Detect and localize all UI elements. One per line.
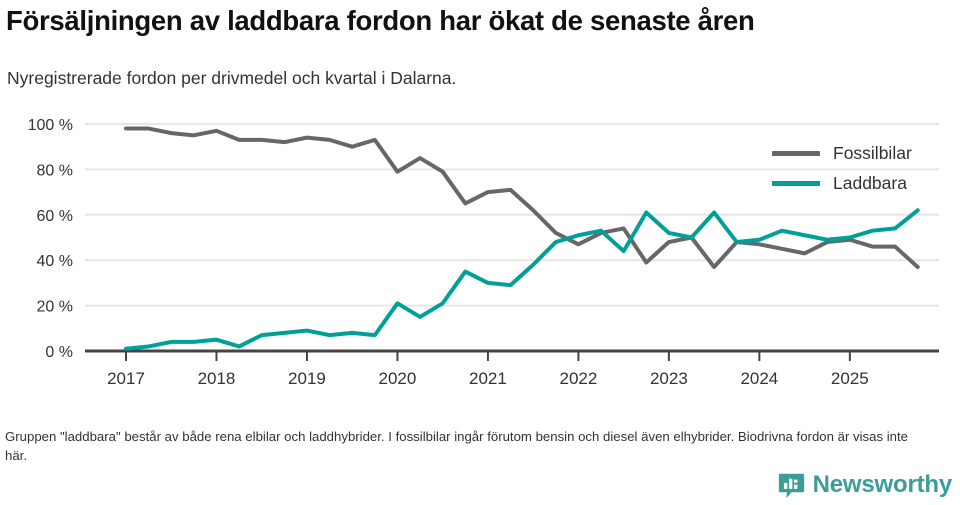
- y-axis-tick-label: 20 %: [37, 299, 73, 316]
- series-line-fossilbilar: [124, 126, 920, 270]
- page-title: Försäljningen av laddbara fordon har öka…: [6, 5, 755, 36]
- chart-legend: Fossilbilar Laddbara: [772, 138, 952, 198]
- newsworthy-logo[interactable]: Newsworthy: [778, 470, 952, 500]
- page-subtitle: Nyregistrerade fordon per drivmedel och …: [7, 68, 457, 88]
- chart-canvas: 0 % 20 % 40 % 60 % 80 % 100 % 2017 2018 2019 202…: [28, 117, 939, 388]
- legend-swatch-fossilbilar: [772, 150, 820, 156]
- legend-swatch-laddbara: [772, 180, 820, 186]
- y-axis-tick-label: 100 %: [28, 117, 73, 134]
- legend-label-fossilbilar: Fossilbilar: [833, 142, 912, 163]
- x-axis-tick-label: 2017: [107, 369, 145, 388]
- legend-label-laddbara: Laddbara: [833, 172, 907, 193]
- x-axis-tick-label: 2024: [740, 369, 778, 388]
- x-axis-tick-label: 2025: [831, 369, 869, 388]
- x-axis-tick-label: 2018: [198, 369, 236, 388]
- series-line-laddbara: [124, 208, 920, 351]
- x-axis-tick-label: 2021: [469, 369, 507, 388]
- series-group: [124, 126, 920, 351]
- y-axis-tick-label: 40 %: [37, 253, 73, 270]
- line-chart: 0 % 20 % 40 % 60 % 80 % 100 % 2017 2018 2019 202…: [0, 108, 960, 400]
- x-axis-tick-label: 2019: [288, 369, 326, 388]
- bar-chart-speech-bubble-icon: [778, 473, 804, 498]
- x-axis-tick-marks: [125, 351, 851, 361]
- y-axis-tick-label: 80 %: [37, 162, 73, 179]
- y-axis-tick-label: 60 %: [37, 208, 73, 225]
- gridline-group: [85, 123, 939, 307]
- logo-wordmark: Newsworthy: [812, 471, 953, 498]
- x-axis-tick-label: 2022: [559, 369, 597, 388]
- x-axis-tick-labels: 2017 2018 2019 2020 2021 2022 2023 2024 2025: [107, 369, 869, 388]
- x-axis-tick-label: 2023: [650, 369, 688, 388]
- chart-footnote: Gruppen "laddbara" består av både rena e…: [5, 429, 908, 463]
- y-axis-tick-labels: 0 % 20 % 40 % 60 % 80 % 100 %: [28, 117, 73, 361]
- x-axis-tick-label: 2020: [379, 369, 417, 388]
- legend-item-laddbara[interactable]: Laddbara: [772, 168, 952, 198]
- legend-item-fossilbilar[interactable]: Fossilbilar: [772, 138, 952, 168]
- y-axis-tick-label: 0 %: [45, 344, 73, 361]
